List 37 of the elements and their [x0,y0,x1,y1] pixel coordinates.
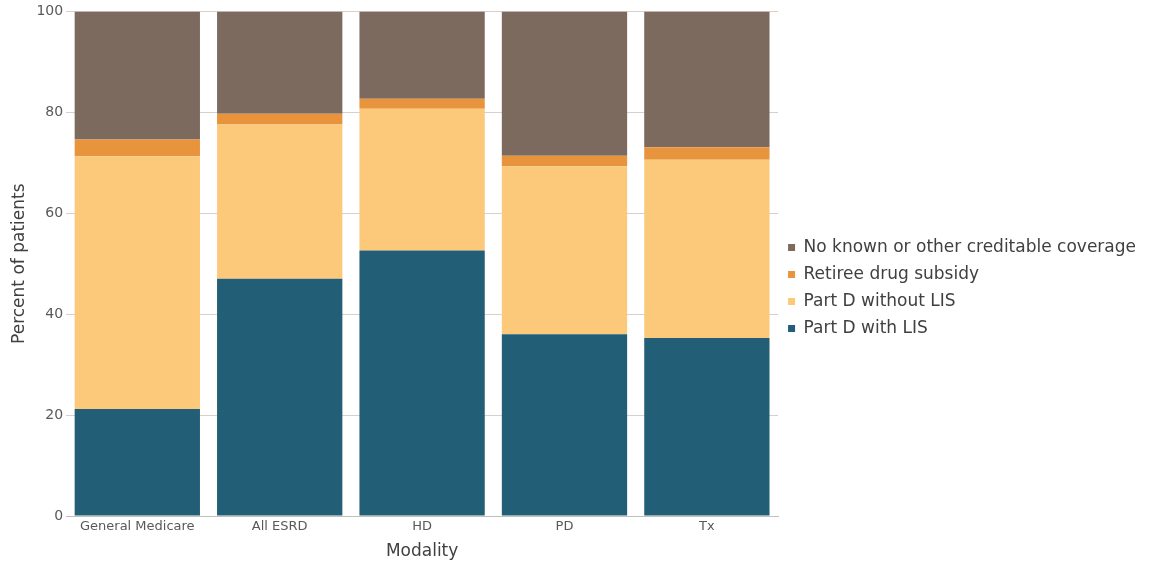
bar [501,334,628,516]
bar [644,147,770,160]
y-tick-label: 40 [45,304,64,321]
y-tick-label: 20 [45,405,64,422]
bar [74,156,200,410]
bar [74,11,200,140]
bar [359,250,485,516]
bar [501,166,628,335]
y-tick-label: 80 [45,102,64,119]
bar [359,98,485,109]
bar [217,124,343,279]
y-tick-label: 0 [54,506,64,523]
bar [644,11,770,148]
x-tick-label: PD [555,518,574,534]
x-tick-label: HD [412,518,432,534]
bar [644,337,770,516]
y-axis-title: Percent of patients [7,183,28,344]
legend-label: Part D with LIS [803,316,928,337]
bar [217,11,343,114]
bar [501,11,628,156]
bar [359,11,485,99]
x-tick-label: General Medicare [80,518,195,534]
legend-label: Part D without LIS [803,289,956,310]
y-tick-label: 60 [45,203,64,220]
bar [501,155,628,167]
bar [74,409,200,516]
bar [217,113,343,125]
x-tick-label: All ESRD [251,518,308,534]
x-tick-label: Tx [698,518,715,534]
bar [217,278,343,516]
x-axis-title: Modality [385,540,459,561]
bar [74,139,200,157]
y-tick-label: 100 [36,2,64,19]
bar [644,159,770,338]
legend-label: Retiree drug subsidy [803,262,980,283]
legend-label: No known or other creditable coverage [803,235,1137,256]
bar [359,108,485,251]
